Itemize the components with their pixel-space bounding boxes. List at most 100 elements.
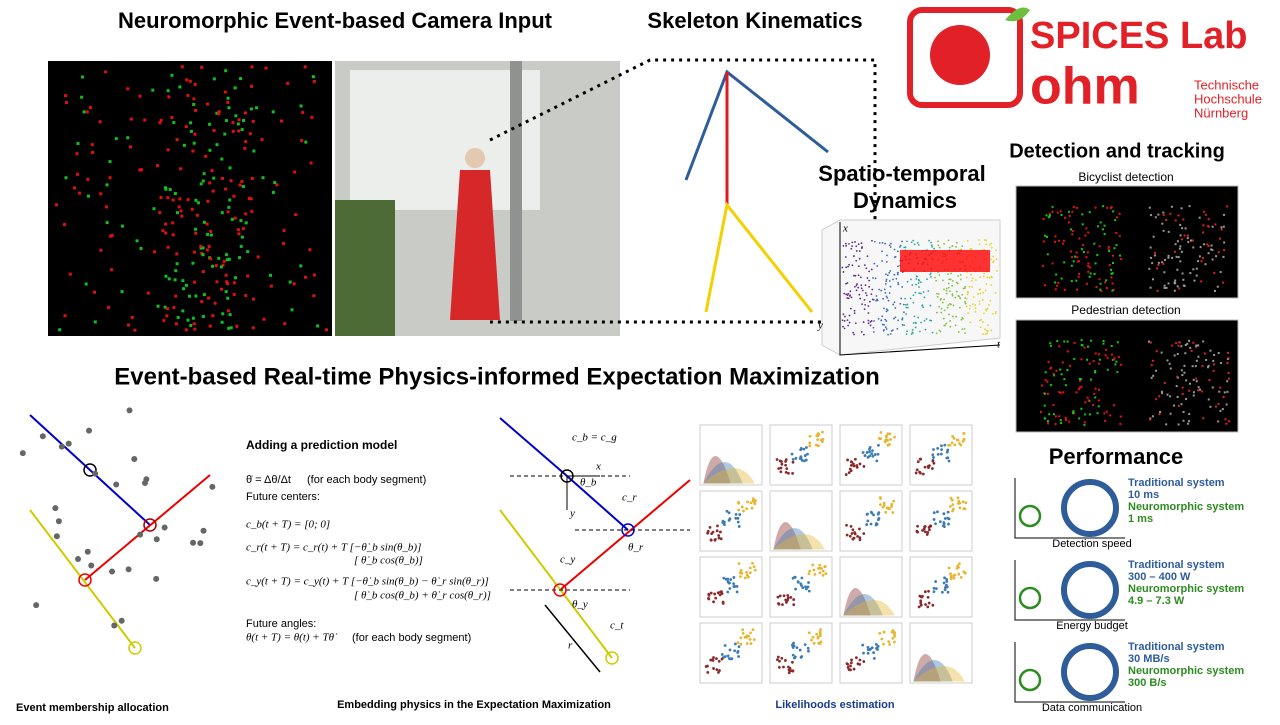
point — [959, 575, 963, 579]
point — [853, 532, 857, 536]
event — [225, 280, 229, 284]
event — [159, 118, 163, 122]
event — [906, 303, 909, 306]
point — [728, 581, 731, 585]
point — [798, 648, 802, 652]
event — [853, 333, 855, 336]
event — [1084, 413, 1087, 416]
event — [863, 264, 866, 267]
event — [885, 320, 888, 322]
event — [110, 233, 114, 237]
trad-value: 30 MB/s — [1128, 653, 1170, 665]
event — [300, 139, 304, 143]
point — [946, 510, 950, 514]
event — [223, 132, 227, 136]
event — [1173, 404, 1176, 407]
event — [867, 312, 870, 314]
event — [951, 294, 954, 297]
event — [947, 282, 950, 285]
point — [752, 638, 756, 642]
event — [1163, 271, 1166, 274]
point — [800, 576, 804, 580]
panel — [699, 622, 763, 684]
event — [200, 65, 204, 69]
point — [725, 509, 729, 513]
point — [715, 668, 719, 672]
event — [1075, 206, 1078, 209]
equation: θ(t + T) = θ(t) + Tθ̇ — [246, 632, 338, 644]
event — [980, 318, 983, 321]
event — [1192, 391, 1195, 394]
event — [1093, 242, 1096, 245]
event — [885, 278, 888, 281]
event — [885, 280, 888, 283]
point — [879, 431, 883, 434]
event — [238, 256, 242, 260]
event — [974, 307, 977, 310]
event — [1181, 272, 1184, 275]
event — [1202, 224, 1205, 227]
event — [201, 253, 205, 257]
point — [791, 660, 794, 664]
event — [1155, 267, 1158, 270]
event — [1097, 388, 1100, 391]
event — [937, 240, 939, 243]
event — [951, 293, 954, 296]
event — [1177, 256, 1180, 259]
point — [932, 586, 936, 590]
event — [1174, 219, 1177, 222]
event — [842, 245, 845, 247]
event — [1176, 375, 1179, 378]
point — [892, 499, 896, 503]
event — [1209, 405, 1212, 408]
event — [153, 536, 160, 543]
event — [143, 118, 147, 122]
event — [189, 323, 193, 327]
event — [929, 304, 932, 307]
event — [190, 207, 194, 211]
point — [932, 461, 936, 465]
point — [851, 528, 855, 532]
event — [235, 324, 239, 328]
event — [1103, 412, 1106, 415]
event — [1110, 276, 1113, 279]
event — [1052, 413, 1055, 416]
detection-label: Pedestrian detection — [1071, 303, 1180, 317]
event — [1116, 341, 1119, 344]
event — [1112, 288, 1115, 291]
event — [161, 524, 168, 531]
event — [1223, 391, 1226, 394]
point — [945, 577, 949, 581]
event — [1202, 340, 1205, 343]
event — [193, 327, 197, 331]
point — [941, 524, 945, 528]
event — [897, 282, 900, 284]
event — [1149, 341, 1152, 344]
event — [229, 326, 233, 330]
event — [1178, 287, 1181, 290]
event — [1217, 251, 1220, 254]
event — [1104, 419, 1107, 422]
point — [858, 538, 862, 542]
event — [107, 305, 111, 309]
note: (for each body segment) — [307, 474, 426, 486]
event — [1212, 369, 1215, 372]
event — [248, 132, 252, 136]
event — [937, 293, 940, 295]
point — [956, 502, 960, 505]
event — [912, 322, 915, 324]
event — [1067, 210, 1070, 213]
point — [737, 508, 741, 512]
event — [73, 186, 77, 190]
event — [869, 324, 872, 327]
event — [1044, 371, 1047, 374]
event — [1088, 413, 1091, 416]
event — [126, 407, 133, 414]
point — [738, 513, 742, 516]
point — [792, 598, 796, 601]
point — [791, 576, 795, 580]
event — [232, 292, 236, 296]
event — [1111, 282, 1114, 285]
event — [177, 205, 181, 209]
event — [1202, 417, 1205, 420]
